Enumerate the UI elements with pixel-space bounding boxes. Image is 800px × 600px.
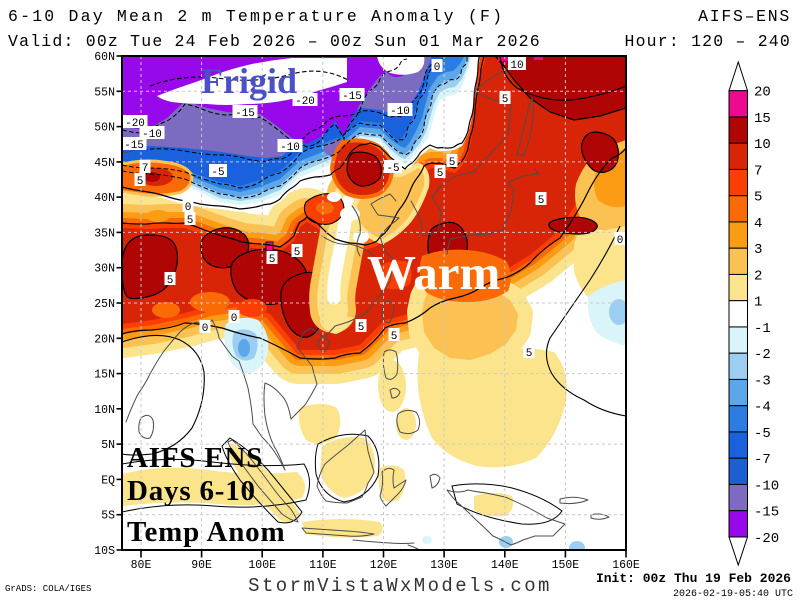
svg-text:45N: 45N — [94, 157, 115, 170]
svg-text:3: 3 — [754, 242, 762, 258]
svg-text:Days 6-10: Days 6-10 — [127, 475, 256, 507]
svg-text:40N: 40N — [94, 192, 115, 205]
svg-text:5: 5 — [391, 331, 398, 343]
svg-text:Valid: 00z Tue 24 Feb 2026 – 0: Valid: 00z Tue 24 Feb 2026 – 00z Sun 01 … — [8, 32, 541, 51]
svg-text:35N: 35N — [94, 227, 115, 240]
svg-text:5: 5 — [358, 322, 365, 334]
svg-text:55N: 55N — [94, 86, 115, 99]
svg-text:10: 10 — [754, 137, 771, 153]
svg-text:10: 10 — [510, 60, 523, 72]
svg-text:-4: -4 — [754, 400, 771, 416]
svg-text:5N: 5N — [101, 439, 115, 452]
svg-text:-15: -15 — [342, 91, 362, 103]
svg-text:5: 5 — [187, 215, 194, 227]
svg-text:-3: -3 — [754, 373, 771, 389]
svg-text:AIFS–ENS: AIFS–ENS — [698, 7, 791, 26]
svg-text:GrADS: COLA/IGES: GrADS: COLA/IGES — [5, 584, 91, 594]
svg-text:AIFS ENS: AIFS ENS — [127, 442, 263, 474]
svg-text:15: 15 — [754, 111, 771, 127]
svg-text:-5: -5 — [386, 163, 399, 175]
svg-text:0: 0 — [202, 323, 209, 335]
svg-text:5: 5 — [538, 195, 545, 207]
svg-text:2: 2 — [754, 268, 762, 284]
svg-text:5: 5 — [526, 348, 533, 360]
svg-text:120E: 120E — [370, 559, 398, 572]
svg-text:Hour: 120 – 240: Hour: 120 – 240 — [624, 32, 791, 51]
svg-text:150E: 150E — [552, 559, 580, 572]
svg-text:-10: -10 — [142, 129, 162, 141]
svg-text:-2: -2 — [754, 347, 771, 363]
svg-text:5: 5 — [437, 168, 444, 180]
svg-text:-15: -15 — [124, 140, 144, 152]
svg-text:EQ: EQ — [101, 474, 115, 487]
svg-text:110E: 110E — [309, 559, 337, 572]
svg-text:1: 1 — [754, 295, 762, 311]
svg-text:-20: -20 — [295, 96, 315, 108]
svg-text:-10: -10 — [754, 478, 779, 494]
svg-text:-10: -10 — [390, 106, 410, 118]
svg-text:5: 5 — [167, 275, 174, 287]
svg-text:7: 7 — [754, 163, 762, 179]
svg-text:-7: -7 — [754, 452, 771, 468]
svg-text:-5: -5 — [754, 426, 771, 442]
svg-text:60N: 60N — [94, 51, 115, 64]
svg-text:160E: 160E — [612, 559, 640, 572]
svg-text:5S: 5S — [101, 510, 115, 523]
svg-text:7: 7 — [142, 163, 149, 175]
svg-text:5: 5 — [502, 94, 509, 106]
svg-text:15N: 15N — [94, 369, 115, 382]
svg-text:Warm: Warm — [367, 245, 500, 300]
svg-text:StormVistaWxModels.com: StormVistaWxModels.com — [248, 575, 552, 597]
svg-text:80E: 80E — [131, 559, 152, 572]
svg-text:20: 20 — [754, 85, 771, 101]
svg-text:50N: 50N — [94, 122, 115, 135]
svg-text:Init: 00z Thu 19 Feb 2026: Init: 00z Thu 19 Feb 2026 — [596, 571, 791, 586]
svg-text:-15: -15 — [235, 108, 255, 120]
svg-text:-5: -5 — [211, 167, 224, 179]
svg-text:30N: 30N — [94, 263, 115, 276]
svg-text:100E: 100E — [248, 559, 276, 572]
svg-text:2026-02-19-05:40 UTC: 2026-02-19-05:40 UTC — [673, 589, 793, 600]
svg-text:10S: 10S — [94, 545, 115, 558]
svg-text:-10: -10 — [280, 142, 300, 154]
svg-text:5: 5 — [269, 254, 276, 266]
svg-text:-20: -20 — [754, 531, 779, 547]
svg-text:25N: 25N — [94, 298, 115, 311]
svg-text:20N: 20N — [94, 333, 115, 346]
svg-text:0: 0 — [434, 62, 441, 74]
svg-text:6-10 Day Mean 2 m Temperature: 6-10 Day Mean 2 m Temperature Anomaly (F… — [8, 7, 504, 26]
svg-text:140E: 140E — [491, 559, 519, 572]
svg-text:5: 5 — [754, 190, 762, 206]
svg-text:90E: 90E — [191, 559, 212, 572]
svg-text:5: 5 — [137, 176, 144, 188]
svg-text:130E: 130E — [430, 559, 458, 572]
svg-text:0: 0 — [617, 235, 624, 247]
svg-text:5: 5 — [449, 157, 456, 169]
svg-text:0: 0 — [185, 202, 192, 214]
svg-text:0: 0 — [231, 313, 238, 325]
svg-text:10N: 10N — [94, 404, 115, 417]
svg-text:-1: -1 — [754, 321, 771, 337]
svg-text:4: 4 — [754, 216, 762, 232]
svg-text:-15: -15 — [754, 505, 779, 521]
svg-text:Frigid: Frigid — [201, 61, 297, 101]
svg-text:Temp Anom: Temp Anom — [127, 516, 285, 548]
svg-text:5: 5 — [294, 247, 301, 259]
